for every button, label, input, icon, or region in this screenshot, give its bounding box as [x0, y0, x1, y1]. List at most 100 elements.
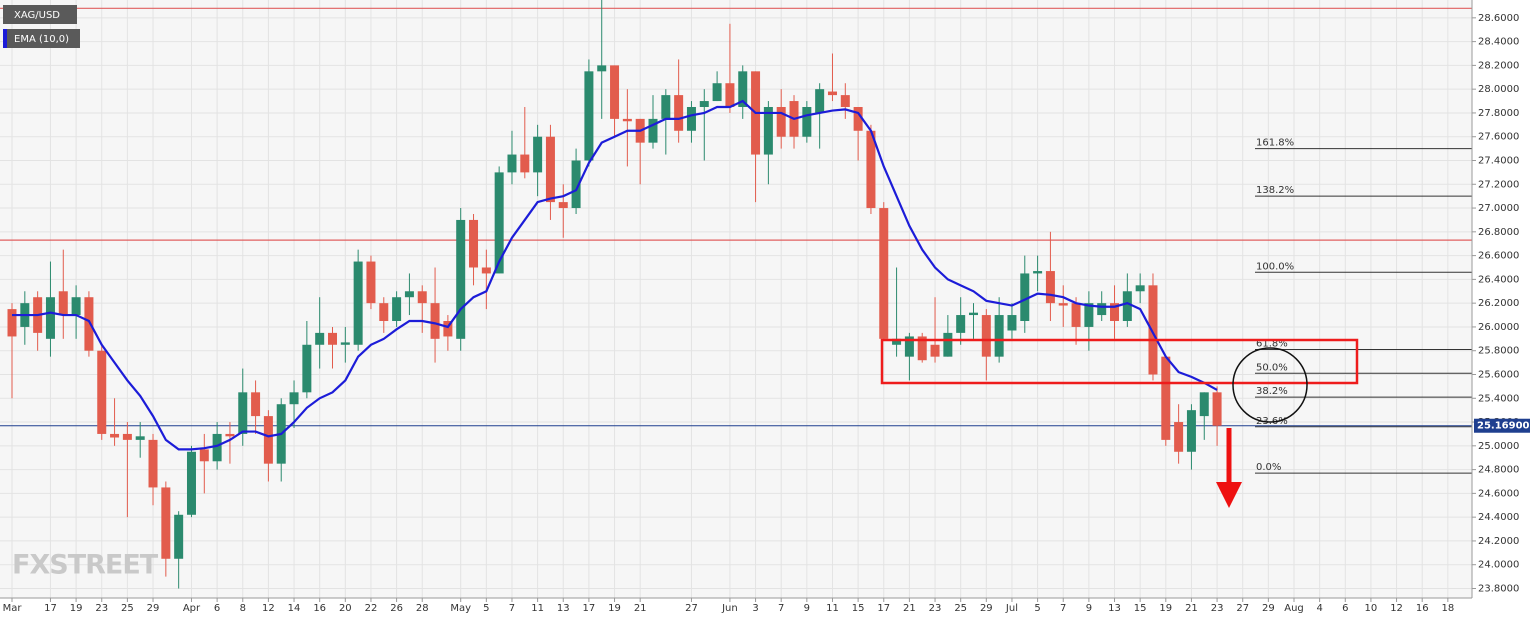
x-tick-label: 6 [214, 603, 220, 614]
fib-label: 138.2% [1256, 185, 1294, 196]
candle-body [1212, 392, 1222, 426]
candle-body [1135, 285, 1145, 292]
y-tick-label: 26.6000 [1478, 251, 1519, 262]
candle-body [353, 261, 363, 345]
candle-body [1071, 303, 1081, 327]
candle-body [58, 291, 68, 316]
x-tick-label: 25 [954, 603, 967, 614]
candle-body [251, 392, 261, 417]
candle-body [853, 106, 863, 131]
x-tick-label: 22 [365, 603, 378, 614]
candle-body [366, 261, 376, 304]
x-tick-label: 25 [121, 603, 134, 614]
candle-body [648, 118, 658, 143]
x-tick-label: 29 [980, 603, 993, 614]
x-tick-label: 11 [826, 603, 839, 614]
last-price-box [1474, 418, 1530, 433]
candle-body [533, 136, 543, 173]
candle-body [1161, 356, 1171, 440]
candle-body [340, 342, 350, 345]
candle-body [392, 297, 402, 321]
candle-body [943, 332, 953, 357]
candle-body [661, 95, 671, 119]
candle-body [1097, 303, 1107, 316]
candle-body [212, 433, 222, 462]
candle-body [174, 514, 184, 559]
x-tick-label: 23 [95, 603, 108, 614]
candle-body [443, 320, 453, 337]
x-tick-label: 17 [877, 603, 890, 614]
candle-body [969, 312, 978, 316]
x-tick-label: 13 [1108, 603, 1121, 614]
candle-body [763, 106, 773, 155]
y-tick-label: 25.0000 [1478, 441, 1519, 452]
candle-body [1058, 303, 1068, 306]
candle-body [328, 332, 337, 345]
x-tick-label: 27 [1236, 603, 1249, 614]
candle-body [1007, 315, 1017, 331]
x-tick-label: 7 [509, 603, 515, 614]
candle-body [917, 336, 927, 361]
x-tick-label: 7 [1060, 603, 1066, 614]
candle-body [545, 136, 555, 203]
last-price-label: 25.16900 [1477, 421, 1530, 432]
candle-body [161, 487, 171, 559]
fib-label: 100.0% [1256, 261, 1294, 272]
candle-body [558, 202, 568, 209]
candle-body [430, 303, 440, 339]
x-tick-label: 28 [416, 603, 429, 614]
x-tick-label: 27 [685, 603, 698, 614]
candle-body [1186, 410, 1196, 452]
fib-label: 38.2% [1256, 386, 1288, 397]
candle-body [417, 291, 427, 304]
y-tick-label: 26.0000 [1478, 322, 1519, 333]
candle-body [494, 172, 504, 274]
candle-body [186, 451, 196, 515]
y-tick-label: 25.6000 [1478, 369, 1519, 380]
legend-swatch [3, 29, 7, 48]
y-tick-label: 27.0000 [1478, 203, 1519, 214]
candle-body [1110, 303, 1120, 321]
x-tick-label: 9 [804, 603, 810, 614]
fib-label: 61.8% [1256, 339, 1288, 350]
x-tick-label: 5 [1034, 603, 1040, 614]
support-box [880, 338, 1359, 385]
y-tick-label: 28.0000 [1478, 84, 1519, 95]
x-tick-label: 10 [1365, 603, 1378, 614]
fib-label: 50.0% [1256, 362, 1288, 373]
marks [7, 0, 1222, 589]
fib-circle [1232, 347, 1308, 423]
x-tick-label: 13 [557, 603, 570, 614]
y-tick-label: 25.8000 [1478, 346, 1519, 357]
candle-body [199, 449, 209, 462]
candle-body [225, 433, 235, 437]
x-tick-label: 15 [852, 603, 865, 614]
candle-body [892, 338, 902, 345]
candle-body [699, 101, 709, 107]
x-tick-label: May [450, 603, 471, 614]
legend-box [3, 29, 80, 48]
candle-body [315, 332, 325, 345]
candle-body [481, 267, 491, 274]
candle-body [802, 106, 812, 137]
candle-body [1020, 273, 1030, 321]
candle-body [738, 71, 748, 107]
x-tick-label: 11 [531, 603, 544, 614]
x-tick-label: 21 [634, 603, 647, 614]
candle-body [827, 91, 837, 96]
x-tick-label: 12 [1390, 603, 1403, 614]
candle-body [866, 130, 876, 209]
candle-body [469, 219, 479, 268]
candle-body [1199, 392, 1209, 417]
candle-body [1045, 271, 1055, 304]
candle-body [238, 392, 248, 434]
x-tick-label: 16 [1416, 603, 1429, 614]
candle-body [84, 297, 94, 351]
candle-body [1174, 422, 1184, 452]
x-tick-label: Aug [1284, 603, 1304, 614]
candle-body [840, 95, 850, 107]
arrow-head [1216, 482, 1242, 508]
legend-box [3, 5, 77, 24]
y-tick-label: 24.2000 [1478, 536, 1519, 547]
